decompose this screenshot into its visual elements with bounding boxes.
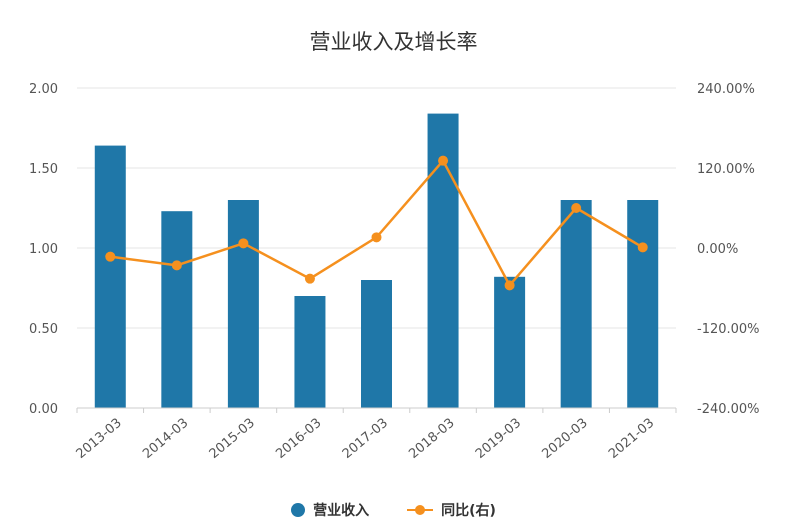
x-tick-label: 2017-03 bbox=[340, 416, 391, 462]
x-tick-label: 2015-03 bbox=[207, 416, 258, 462]
x-tick-label: 2020-03 bbox=[539, 416, 590, 462]
left-tick-label: 0.50 bbox=[29, 322, 58, 337]
yoy-point-2018-03[interactable] bbox=[438, 155, 449, 166]
yoy-point-2021-03[interactable] bbox=[637, 242, 648, 253]
x-tick-label: 2018-03 bbox=[406, 416, 457, 462]
yoy-point-2016-03[interactable] bbox=[304, 273, 315, 284]
bar-2017-03[interactable] bbox=[361, 280, 392, 408]
right-tick-label: -120.00% bbox=[697, 322, 760, 337]
left-tick-label: 0.00 bbox=[29, 402, 58, 417]
legend: 营业收入 同比(右) bbox=[0, 500, 787, 520]
right-tick-label: -240.00% bbox=[697, 402, 760, 417]
x-tick-label: 2016-03 bbox=[273, 416, 324, 462]
yoy-point-2014-03[interactable] bbox=[171, 260, 182, 271]
x-tick-label: 2021-03 bbox=[606, 416, 657, 462]
left-tick-label: 2.00 bbox=[29, 82, 58, 97]
right-tick-label: 120.00% bbox=[697, 162, 755, 177]
bar-2020-03[interactable] bbox=[560, 200, 592, 408]
legend-label-revenue: 营业收入 bbox=[313, 503, 370, 519]
right-tick-label: 0.00% bbox=[697, 242, 738, 257]
x-tick-label: 2013-03 bbox=[74, 416, 125, 462]
yoy-point-2019-03[interactable] bbox=[504, 280, 515, 291]
bar-2021-03[interactable] bbox=[627, 200, 659, 408]
yoy-point-2015-03[interactable] bbox=[238, 238, 249, 249]
bar-2014-03[interactable] bbox=[161, 211, 193, 408]
chart-title: 营业收入及增长率 bbox=[309, 30, 478, 54]
yoy-point-2013-03[interactable] bbox=[105, 251, 116, 262]
left-tick-label: 1.00 bbox=[29, 242, 58, 257]
bar-2019-03[interactable] bbox=[494, 276, 526, 408]
right-tick-label: 240.00% bbox=[697, 82, 755, 97]
left-tick-label: 1.50 bbox=[29, 162, 58, 177]
legend-label-yoy: 同比(右) bbox=[441, 503, 496, 519]
bar-2016-03[interactable] bbox=[294, 296, 326, 408]
legend-item-revenue[interactable]: 营业收入 bbox=[291, 500, 369, 520]
x-tick-label: 2019-03 bbox=[473, 416, 524, 462]
x-tick-label: 2014-03 bbox=[140, 416, 191, 462]
bar-2013-03[interactable] bbox=[94, 145, 126, 408]
legend-bar-swatch bbox=[291, 503, 306, 517]
legend-line-swatch bbox=[407, 503, 434, 517]
legend-item-yoy[interactable]: 同比(右) bbox=[407, 500, 496, 520]
bar-2015-03[interactable] bbox=[227, 200, 259, 408]
yoy-point-2020-03[interactable] bbox=[571, 203, 582, 213]
yoy-point-2017-03[interactable] bbox=[371, 232, 382, 243]
